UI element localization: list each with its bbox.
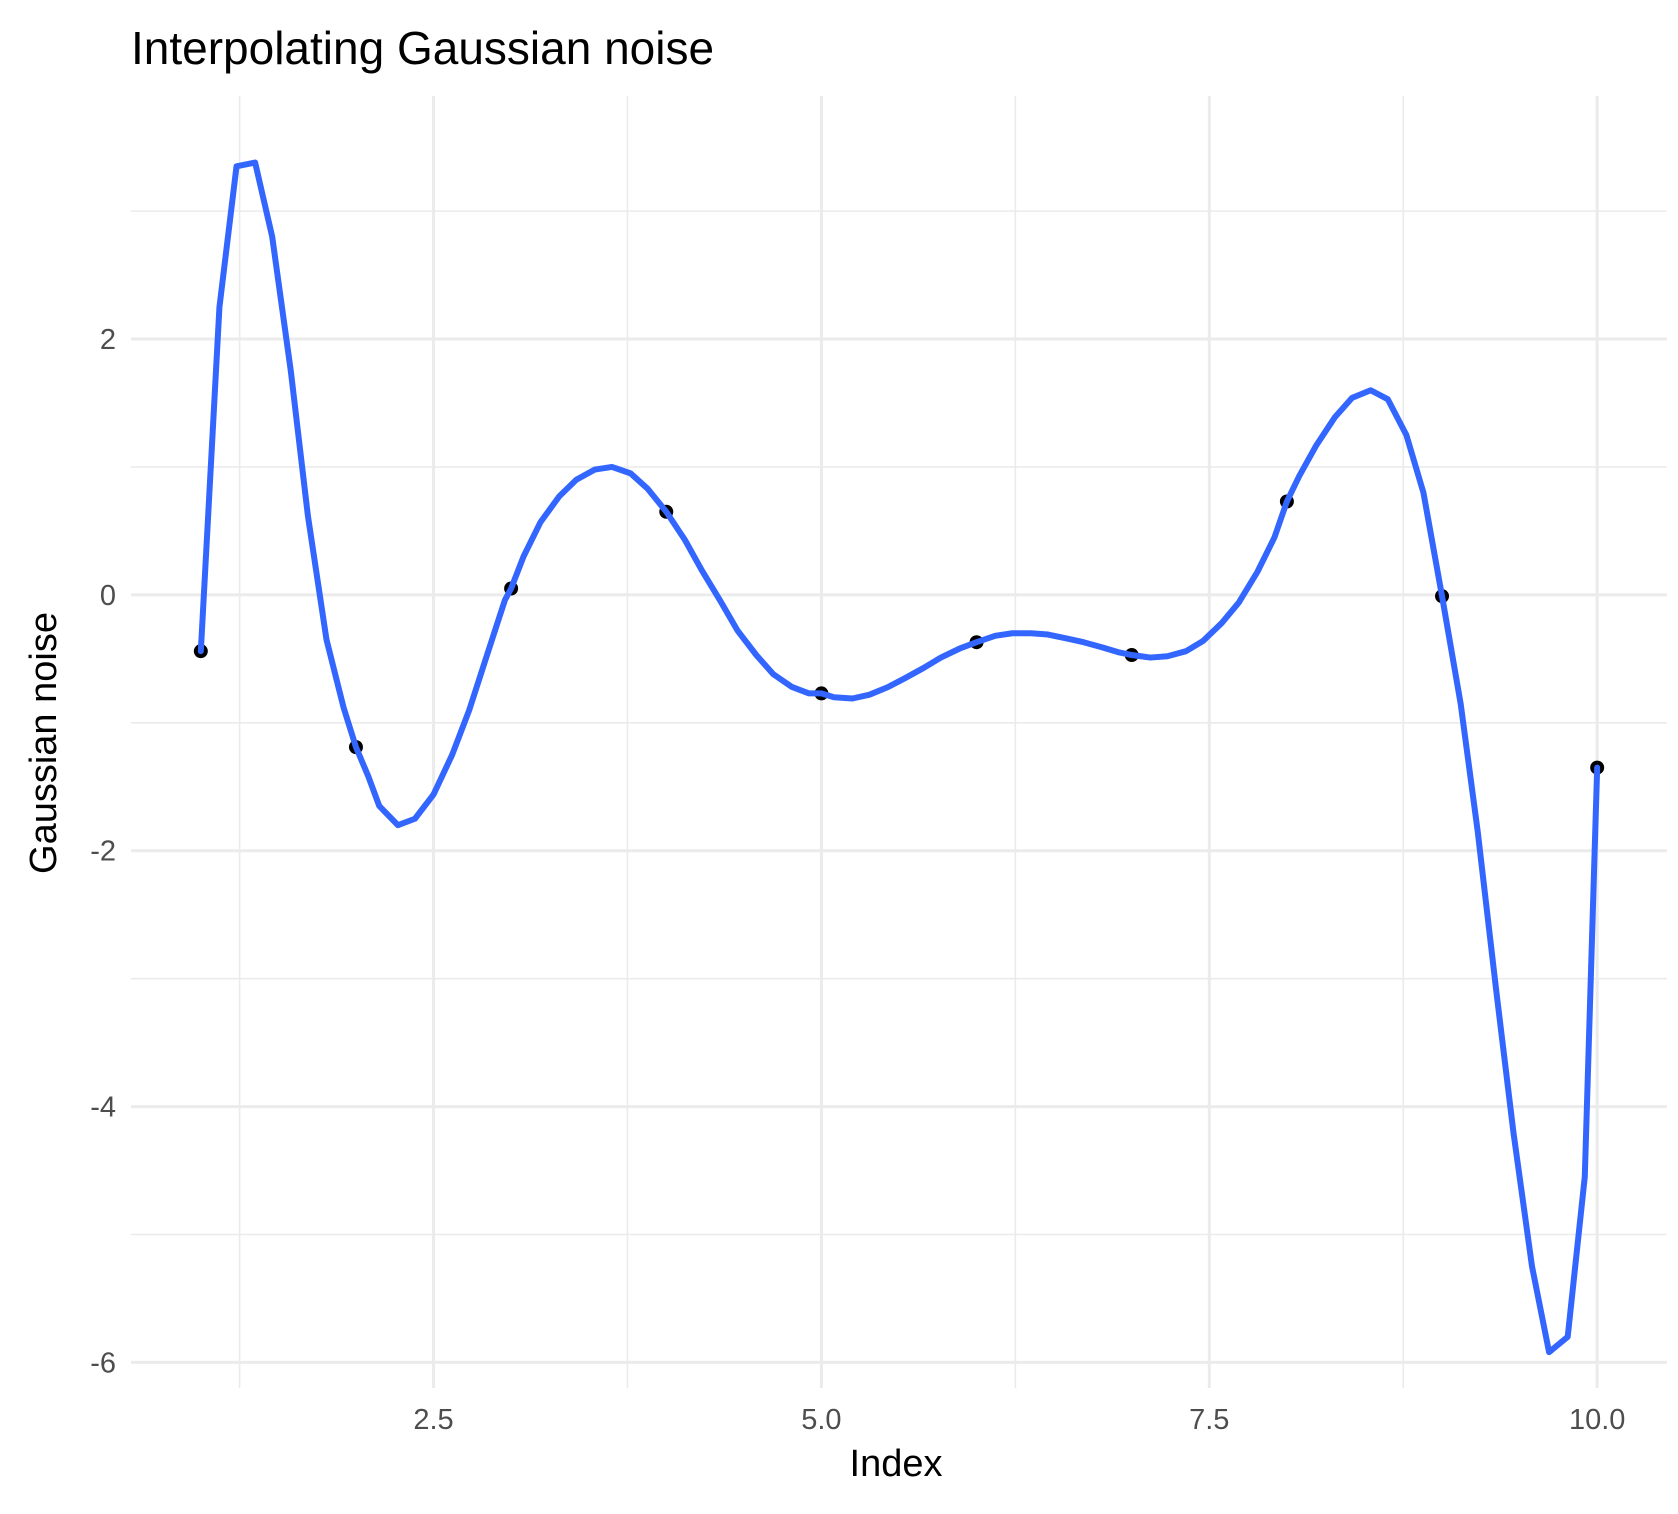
major-gridlines (131, 96, 1667, 1388)
minor-gridlines (131, 96, 1667, 1388)
x-axis-tick-labels: 2.5 5.0 7.5 10.0 (413, 1404, 1625, 1436)
interpolation-curve-layer (197, 159, 1601, 1356)
y-tick-label-0: -6 (90, 1347, 116, 1379)
x-tick-label-2: 7.5 (1189, 1404, 1229, 1436)
x-tick-label-0: 2.5 (413, 1404, 453, 1436)
y-tick-label-1: -4 (90, 1092, 116, 1124)
y-tick-label-3: 0 (100, 580, 116, 612)
chart-title: Interpolating Gaussian noise (131, 22, 714, 74)
y-tick-label-4: 2 (100, 324, 116, 356)
y-axis-title: Gaussian noise (23, 612, 65, 874)
x-axis-title: Index (850, 1443, 943, 1485)
y-tick-label-2: -2 (90, 836, 116, 868)
x-tick-label-3: 10.0 (1569, 1404, 1625, 1436)
interpolation-curve (197, 159, 1601, 1356)
y-axis-tick-labels: -6 -4 -2 0 2 (90, 324, 116, 1379)
x-tick-label-1: 5.0 (801, 1404, 841, 1436)
